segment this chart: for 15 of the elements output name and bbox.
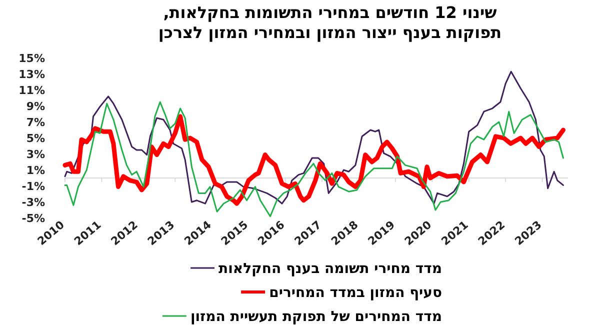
- y-tick-label: -1%: [22, 180, 45, 193]
- legend-label: מדד מחירי תשומה בענף החקלאות: [218, 261, 442, 277]
- legend-label: מדד המחירים של תפוקת תעשיית המזון: [190, 309, 442, 325]
- y-tick-label: 13%: [18, 68, 45, 81]
- y-tick-label: -3%: [22, 196, 45, 209]
- title: שינוי 12 חודשים במחירי התשומות בחקלאות, תפוקות בענף ייצור המזון ובמחירי המזון לצרכן: [158, 3, 502, 42]
- y-tick-label: 7%: [26, 116, 45, 129]
- y-tick-label: 11%: [18, 84, 45, 97]
- y-tick-label: 1%: [26, 164, 45, 177]
- legend-label: סעיף המזון במדד המחירים: [269, 285, 442, 301]
- y-tick-label: -5%: [22, 212, 45, 225]
- y-tick-label: 9%: [26, 100, 45, 113]
- y-tick-label: 5%: [26, 132, 45, 145]
- y-tick-label: 15%: [18, 52, 45, 65]
- y-tick-label: 3%: [26, 148, 45, 161]
